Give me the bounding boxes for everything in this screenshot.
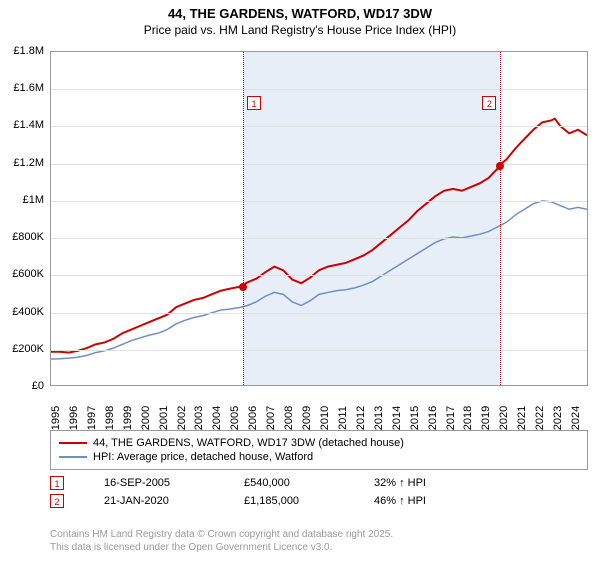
x-tick-label: 2002 [176, 406, 188, 430]
x-tick-label: 2017 [445, 406, 457, 430]
event-date: 16-SEP-2005 [104, 477, 204, 489]
x-tick-label: 2020 [498, 406, 510, 430]
legend-swatch-hpi [59, 456, 87, 458]
x-tick-label: 1997 [86, 406, 98, 430]
x-tick-label: 2022 [534, 406, 546, 430]
x-tick-label: 2004 [211, 406, 223, 430]
x-tick-label: 1998 [104, 406, 116, 430]
x-tick-label: 2013 [373, 406, 385, 430]
gridline [51, 238, 587, 239]
x-tick-label: 2015 [409, 406, 421, 430]
x-tick-label: 2009 [301, 406, 313, 430]
chart-container: 44, THE GARDENS, WATFORD, WD17 3DW Price… [0, 6, 600, 566]
gridline [51, 201, 587, 202]
x-tick-label: 2000 [140, 406, 152, 430]
x-tick-label: 2021 [516, 406, 528, 430]
event-id-box: 1 [50, 476, 64, 490]
event-price: £1,185,000 [244, 495, 334, 507]
y-tick-label: £1.8M [13, 45, 44, 57]
y-tick-label: £1.6M [13, 82, 44, 94]
event-price: £540,000 [244, 477, 334, 489]
x-tick-label: 2019 [480, 406, 492, 430]
x-tick-label: 2005 [229, 406, 241, 430]
x-tick-label: 2014 [391, 406, 403, 430]
chart-subtitle: Price paid vs. HM Land Registry's House … [0, 23, 600, 37]
chart-svg [51, 52, 587, 385]
x-tick-label: 2007 [265, 406, 277, 430]
x-tick-label: 2016 [427, 406, 439, 430]
x-tick-label: 2018 [462, 406, 474, 430]
legend: 44, THE GARDENS, WATFORD, WD17 3DW (deta… [50, 430, 588, 470]
series-line-price-paid [51, 119, 587, 353]
event-pct: 32% ↑ HPI [374, 477, 454, 489]
event-marker-box: 2 [482, 96, 496, 110]
plot-area: 12 [50, 51, 588, 386]
legend-swatch-price-paid [59, 442, 87, 444]
x-tick-label: 2001 [158, 406, 170, 430]
y-tick-label: £1.2M [13, 157, 44, 169]
gridline [51, 313, 587, 314]
legend-item-price-paid: 44, THE GARDENS, WATFORD, WD17 3DW (deta… [59, 437, 579, 449]
gridline [51, 350, 587, 351]
legend-item-hpi: HPI: Average price, detached house, Watf… [59, 451, 579, 463]
x-tick-label: 1999 [122, 406, 134, 430]
event-pct: 46% ↑ HPI [374, 495, 454, 507]
gridline [51, 89, 587, 90]
y-axis: £0£200K£400K£600K£800K£1M£1.2M£1.4M£1.6M… [0, 51, 48, 386]
x-tick-label: 2023 [552, 406, 564, 430]
series-line-hpi [51, 201, 587, 359]
y-tick-label: £800K [12, 231, 44, 243]
y-tick-label: £0 [32, 380, 44, 392]
event-date: 21-JAN-2020 [104, 495, 204, 507]
x-axis: 1995 1996 1997 1998 1999 2000 2001 2002 2003 2004… [50, 388, 588, 428]
x-tick-label: 2006 [247, 406, 259, 430]
event-line [500, 52, 501, 385]
footer-line2: This data is licensed under the Open Gov… [50, 541, 393, 554]
x-tick-label: 2024 [570, 406, 582, 430]
footer-line1: Contains HM Land Registry data © Crown c… [50, 528, 393, 541]
x-tick-label: 1996 [68, 406, 80, 430]
x-tick-label: 2003 [193, 406, 205, 430]
y-tick-label: £400K [12, 306, 44, 318]
x-tick-label: 2010 [319, 406, 331, 430]
chart-title: 44, THE GARDENS, WATFORD, WD17 3DW [0, 6, 600, 21]
gridline [51, 275, 587, 276]
events-table: 1 16-SEP-2005 £540,000 32% ↑ HPI 2 21-JAN-202… [50, 472, 588, 512]
y-tick-label: £200K [12, 343, 44, 355]
y-tick-label: £1M [23, 194, 44, 206]
footer: Contains HM Land Registry data © Crown c… [50, 528, 393, 554]
gridline [51, 164, 587, 165]
x-tick-label: 2012 [355, 406, 367, 430]
event-dot [496, 162, 504, 170]
gridline [51, 126, 587, 127]
legend-label-price-paid: 44, THE GARDENS, WATFORD, WD17 3DW (deta… [93, 437, 404, 449]
event-dot [239, 283, 247, 291]
event-line [243, 52, 244, 385]
x-tick-label: 1995 [50, 406, 62, 430]
y-tick-label: £600K [12, 268, 44, 280]
x-tick-label: 2011 [337, 406, 349, 430]
event-marker-box: 1 [247, 96, 261, 110]
event-id-box: 2 [50, 494, 64, 508]
legend-label-hpi: HPI: Average price, detached house, Watf… [93, 451, 313, 463]
event-row: 2 21-JAN-2020 £1,185,000 46% ↑ HPI [50, 494, 588, 508]
event-row: 1 16-SEP-2005 £540,000 32% ↑ HPI [50, 476, 588, 490]
x-tick-label: 2008 [283, 406, 295, 430]
y-tick-label: £1.4M [13, 119, 44, 131]
